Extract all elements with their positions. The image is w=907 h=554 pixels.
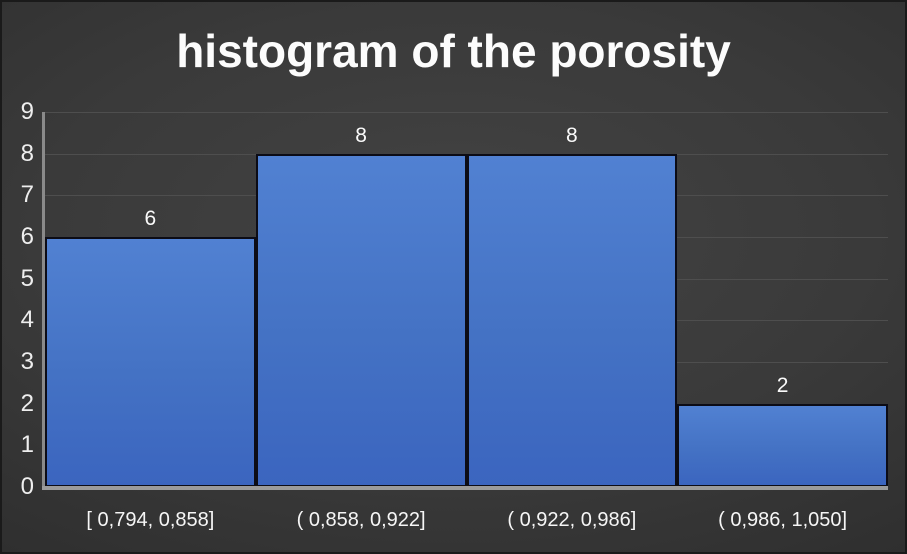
y-tick-label-7: 7 xyxy=(20,181,34,209)
x-axis-label-1: [ 0,794, 0,858] xyxy=(86,509,215,531)
histogram-bar-4 xyxy=(677,403,888,487)
plot-area: 6 8 8 2 xyxy=(42,112,888,490)
y-tick-label-3: 3 xyxy=(20,348,34,375)
histogram-bar-2 xyxy=(255,153,467,487)
y-tick-label-0: 0 xyxy=(20,473,34,500)
x-axis-line xyxy=(42,486,888,490)
y-tick-label-9: 9 xyxy=(20,98,34,125)
y-tick-label-4: 4 xyxy=(20,306,34,334)
histogram-bar-3 xyxy=(466,153,678,487)
bar-value-label-3: 8 xyxy=(566,123,578,147)
bars-layer: 6 8 8 2 xyxy=(45,112,888,487)
y-axis-line xyxy=(42,112,45,487)
y-tick-label-2: 2 xyxy=(20,389,34,417)
histogram-bar-1 xyxy=(45,237,256,487)
bar-value-label-2: 8 xyxy=(355,123,367,147)
y-tick-label-6: 6 xyxy=(20,223,34,250)
bar-column-3: 8 xyxy=(466,112,678,487)
gridline-y-9 xyxy=(45,112,888,113)
bar-value-label-1: 6 xyxy=(144,207,157,230)
bar-column-1: 6 xyxy=(45,112,256,487)
y-tick-label-8: 8 xyxy=(20,139,34,167)
y-tick-label-1: 1 xyxy=(20,431,34,459)
x-axis-label-3: ( 0,922, 0,986] xyxy=(507,509,637,531)
x-axis-label-2: ( 0,858, 0,922] xyxy=(296,509,426,531)
bar-value-label-4: 2 xyxy=(776,373,789,397)
chart-title: histogram of the porosity xyxy=(176,25,731,77)
x-axis-label-4: ( 0,986, 1,050] xyxy=(718,509,848,531)
bar-column-2: 8 xyxy=(255,112,467,487)
bar-column-4: 2 xyxy=(677,112,888,487)
y-tick-label-5: 5 xyxy=(20,264,34,292)
